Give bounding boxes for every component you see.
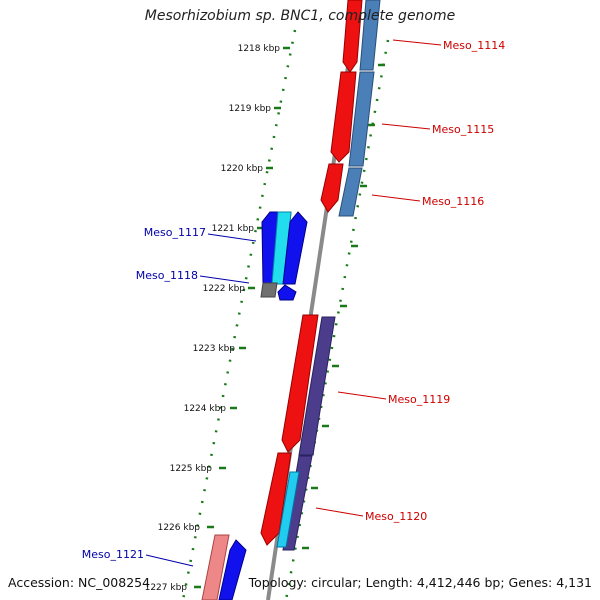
tick-axis [181,29,297,600]
cds-block [348,71,375,167]
gene-arrow-forward [281,314,319,453]
tick-label: 1225 kbp [170,464,213,474]
gene-label-meso-1115[interactable]: Meso_1115 [432,123,494,136]
gene-arrow-forward [320,163,344,213]
gene-label-meso-1121[interactable]: Meso_1121 [82,548,144,561]
gene-label-meso-1116[interactable]: Meso_1116 [422,195,484,208]
gene-label-meso-1120[interactable]: Meso_1120 [365,510,427,523]
cds-block [201,534,230,600]
gene-arrow-reverse [218,539,247,600]
gene-label-meso-1119[interactable]: Meso_1119 [388,393,450,406]
gene-label-meso-1117[interactable]: Meso_1117 [144,226,206,239]
cds-block [298,316,336,456]
tick-axes [181,29,390,600]
genome-title: Mesorhizobium sp. BNC1, complete genome [144,8,456,24]
cds-block [276,471,300,548]
tick-label: 1226 kbp [158,523,201,533]
gene-arrow-forward [330,71,357,163]
tick-label: 1227 kbp [145,583,188,593]
tick-label: 1223 kbp [193,344,236,354]
genome-summary-text: Topology: circular; Length: 4,412,446 bp… [248,575,592,590]
cds-block [338,167,363,217]
gene-labels: Meso_1114 Meso_1115 Meso_1116 Meso_1117 … [82,39,505,561]
tick-label: 1218 kbp [238,44,281,54]
tick-labels: 1218 kbp 1219 kbp 1220 kbp 1221 kbp 1222… [145,44,281,593]
gene-arrow-reverse [277,284,297,301]
gene-arrow-forward [260,452,292,546]
gene-label-meso-1114[interactable]: Meso_1114 [443,39,505,52]
tick-label: 1224 kbp [184,404,227,414]
tick-label: 1220 kbp [221,164,264,174]
cds-block [359,0,381,71]
tick-label: 1221 kbp [212,224,255,234]
feature-blocks [201,0,381,600]
accession-text: Accession: NC_008254 [8,575,151,590]
gene-arrow-reverse [282,211,308,285]
gene-arrow-forward [342,0,363,73]
gene-arrow-reverse [260,282,278,298]
gene-label-meso-1118[interactable]: Meso_1118 [136,269,198,282]
tick-label: 1219 kbp [229,104,272,114]
gene-leader-lines [145,39,442,567]
tick-label: 1222 kbp [203,284,246,294]
